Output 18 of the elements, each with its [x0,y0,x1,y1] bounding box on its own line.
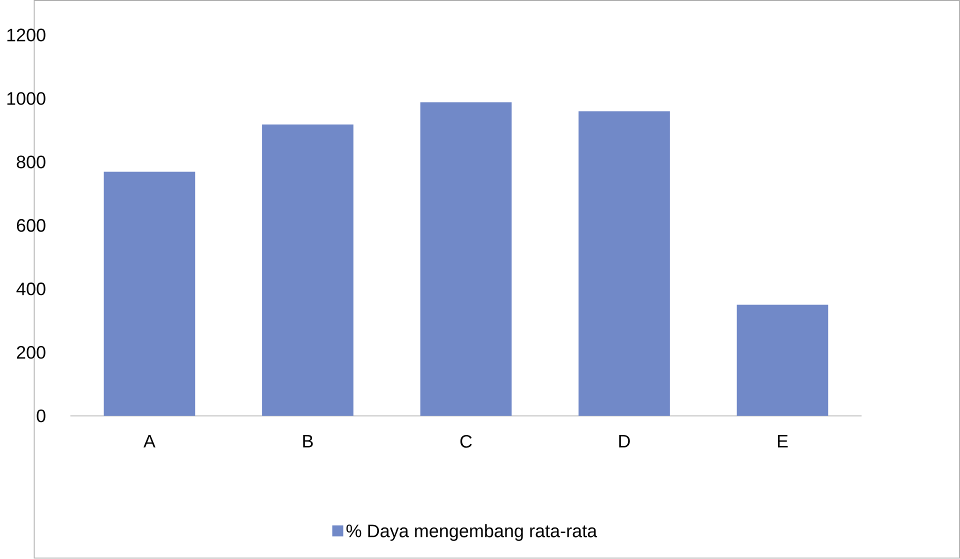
y-tick-label: 1000 [7,92,46,106]
bar [104,172,196,416]
x-tick-label: B [303,435,313,448]
x-tick-label: A [144,435,156,448]
y-tick-label: 200 [16,346,46,359]
y-tick-label: 1200 [7,28,46,42]
x-tick-label: C [460,435,472,448]
y-tick-label: 800 [16,156,46,169]
bar [578,111,670,416]
legend-label: % Daya mengembang rata-rata [346,524,598,542]
bar [736,304,828,416]
x-tick-label: D [619,435,630,448]
bar [262,124,354,416]
y-tick-label: 0 [36,410,46,422]
x-tick-label: E [778,435,788,448]
y-tick-label: 400 [16,282,46,296]
bar [420,102,512,416]
y-tick-label: 600 [16,219,46,232]
